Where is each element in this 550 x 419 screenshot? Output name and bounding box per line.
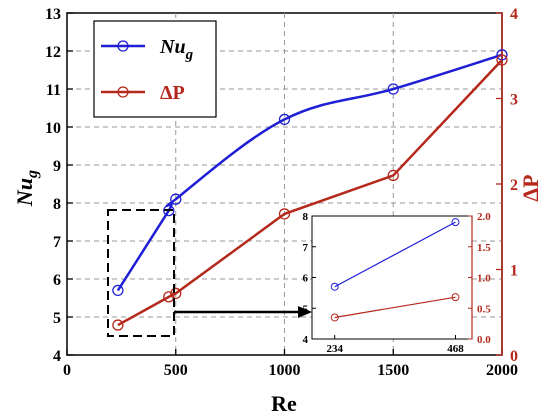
inset-series-line — [334, 221, 456, 288]
left-y-tick-label: 12 — [45, 44, 61, 61]
svg-text:ΔP: ΔP — [518, 174, 543, 201]
inset-x-ticks: 234 468 — [326, 335, 464, 355]
data-point — [278, 208, 291, 220]
inset-left-y-tick-label: 6 — [303, 273, 309, 285]
inset-right-y-tick-label: 1.0 — [477, 273, 491, 285]
left-y-tick-label: 9 — [53, 158, 61, 175]
left-y-tick-label: 10 — [45, 120, 61, 137]
x-axis-title: Re — [271, 391, 297, 416]
legend-label-nug: Nug — [159, 36, 194, 63]
x-tick-label: 1000 — [269, 362, 301, 379]
inset-right-y-tick-label: 2.0 — [477, 211, 491, 223]
x-tick-label: 0 — [63, 362, 71, 379]
series-line-nug — [116, 53, 503, 292]
data-point — [170, 193, 182, 205]
right-y-axis-ticks: 0 1 2 3 4 — [496, 6, 518, 365]
right-y-axis-title: ΔP — [518, 174, 543, 201]
x-axis-ticks: 0 500 1000 1500 2000 — [63, 349, 518, 379]
inset-left-y-tick-label: 8 — [303, 211, 309, 223]
left-y-axis-title-main: Nu — [12, 178, 37, 207]
x-tick-label: 2000 — [486, 362, 518, 379]
data-point — [163, 204, 175, 217]
inset-chart: 234 468 4 5 6 7 8 0.0 0.5 1.0 1.5 2.0 — [303, 211, 492, 355]
legend-box — [93, 20, 217, 118]
zoom-region-box — [107, 209, 175, 337]
inset-x-tick-label: 234 — [326, 343, 343, 355]
inset-data-point — [451, 218, 460, 227]
svg-text:Nug: Nug — [12, 170, 41, 207]
inset-frame — [311, 215, 473, 340]
right-y-tick-label: 0 — [510, 348, 518, 365]
left-y-tick-label: 4 — [53, 348, 61, 365]
inset-right-y-tick-label: 0.5 — [477, 303, 491, 315]
series-layer — [112, 49, 508, 331]
inset-right-y-tick-label: 1.5 — [477, 242, 491, 254]
inset-series-layer — [330, 218, 460, 322]
inset-data-point — [330, 282, 339, 291]
inset-x-tick-label: 468 — [447, 343, 464, 355]
data-point — [112, 284, 124, 297]
left-y-axis-title: Nug — [12, 170, 41, 207]
left-y-tick-label: 11 — [46, 82, 61, 99]
inset-right-y-ticks: 0.0 0.5 1.0 1.5 2.0 — [468, 211, 491, 346]
x-tick-label: 1500 — [377, 362, 409, 379]
legend-label-dp: ΔP — [160, 82, 185, 104]
data-point — [163, 291, 175, 303]
data-point — [387, 169, 399, 182]
inset-right-y-tick-label: 0.0 — [477, 334, 491, 346]
legend-marker-nug — [117, 40, 129, 52]
left-y-tick-label: 5 — [53, 310, 61, 327]
data-point — [496, 49, 508, 61]
data-point — [387, 83, 399, 95]
inset-left-y-ticks: 4 5 6 7 8 — [303, 211, 316, 346]
series-line-dp — [117, 59, 503, 327]
right-y-tick-label: 1 — [510, 263, 518, 280]
data-point — [496, 54, 508, 66]
left-y-tick-label: 7 — [53, 234, 61, 251]
right-y-tick-label: 2 — [510, 177, 518, 194]
left-y-tick-label: 13 — [45, 6, 61, 23]
inset-left-y-tick-label: 5 — [303, 303, 309, 315]
inset-data-point — [330, 313, 339, 322]
inset-left-y-tick-label: 7 — [303, 242, 309, 254]
legend: Nug ΔP — [93, 20, 217, 118]
legend-marker-dp — [117, 86, 129, 98]
left-y-tick-label: 6 — [53, 272, 61, 289]
inset-series-line — [334, 296, 456, 319]
zoom-arrow-head — [298, 306, 312, 318]
right-y-tick-label: 4 — [510, 6, 518, 23]
data-point — [170, 287, 182, 300]
data-point — [278, 113, 291, 126]
left-y-axis-ticks: 4 5 6 7 8 9 10 11 12 13 — [45, 6, 73, 365]
x-tick-label: 500 — [164, 362, 188, 379]
left-y-axis-title-sub: g — [24, 170, 41, 179]
right-y-tick-label: 3 — [510, 92, 518, 109]
data-point — [112, 319, 124, 331]
inset-left-y-tick-label: 4 — [303, 334, 309, 346]
inset-data-point — [451, 293, 460, 302]
left-y-tick-label: 8 — [53, 196, 61, 213]
